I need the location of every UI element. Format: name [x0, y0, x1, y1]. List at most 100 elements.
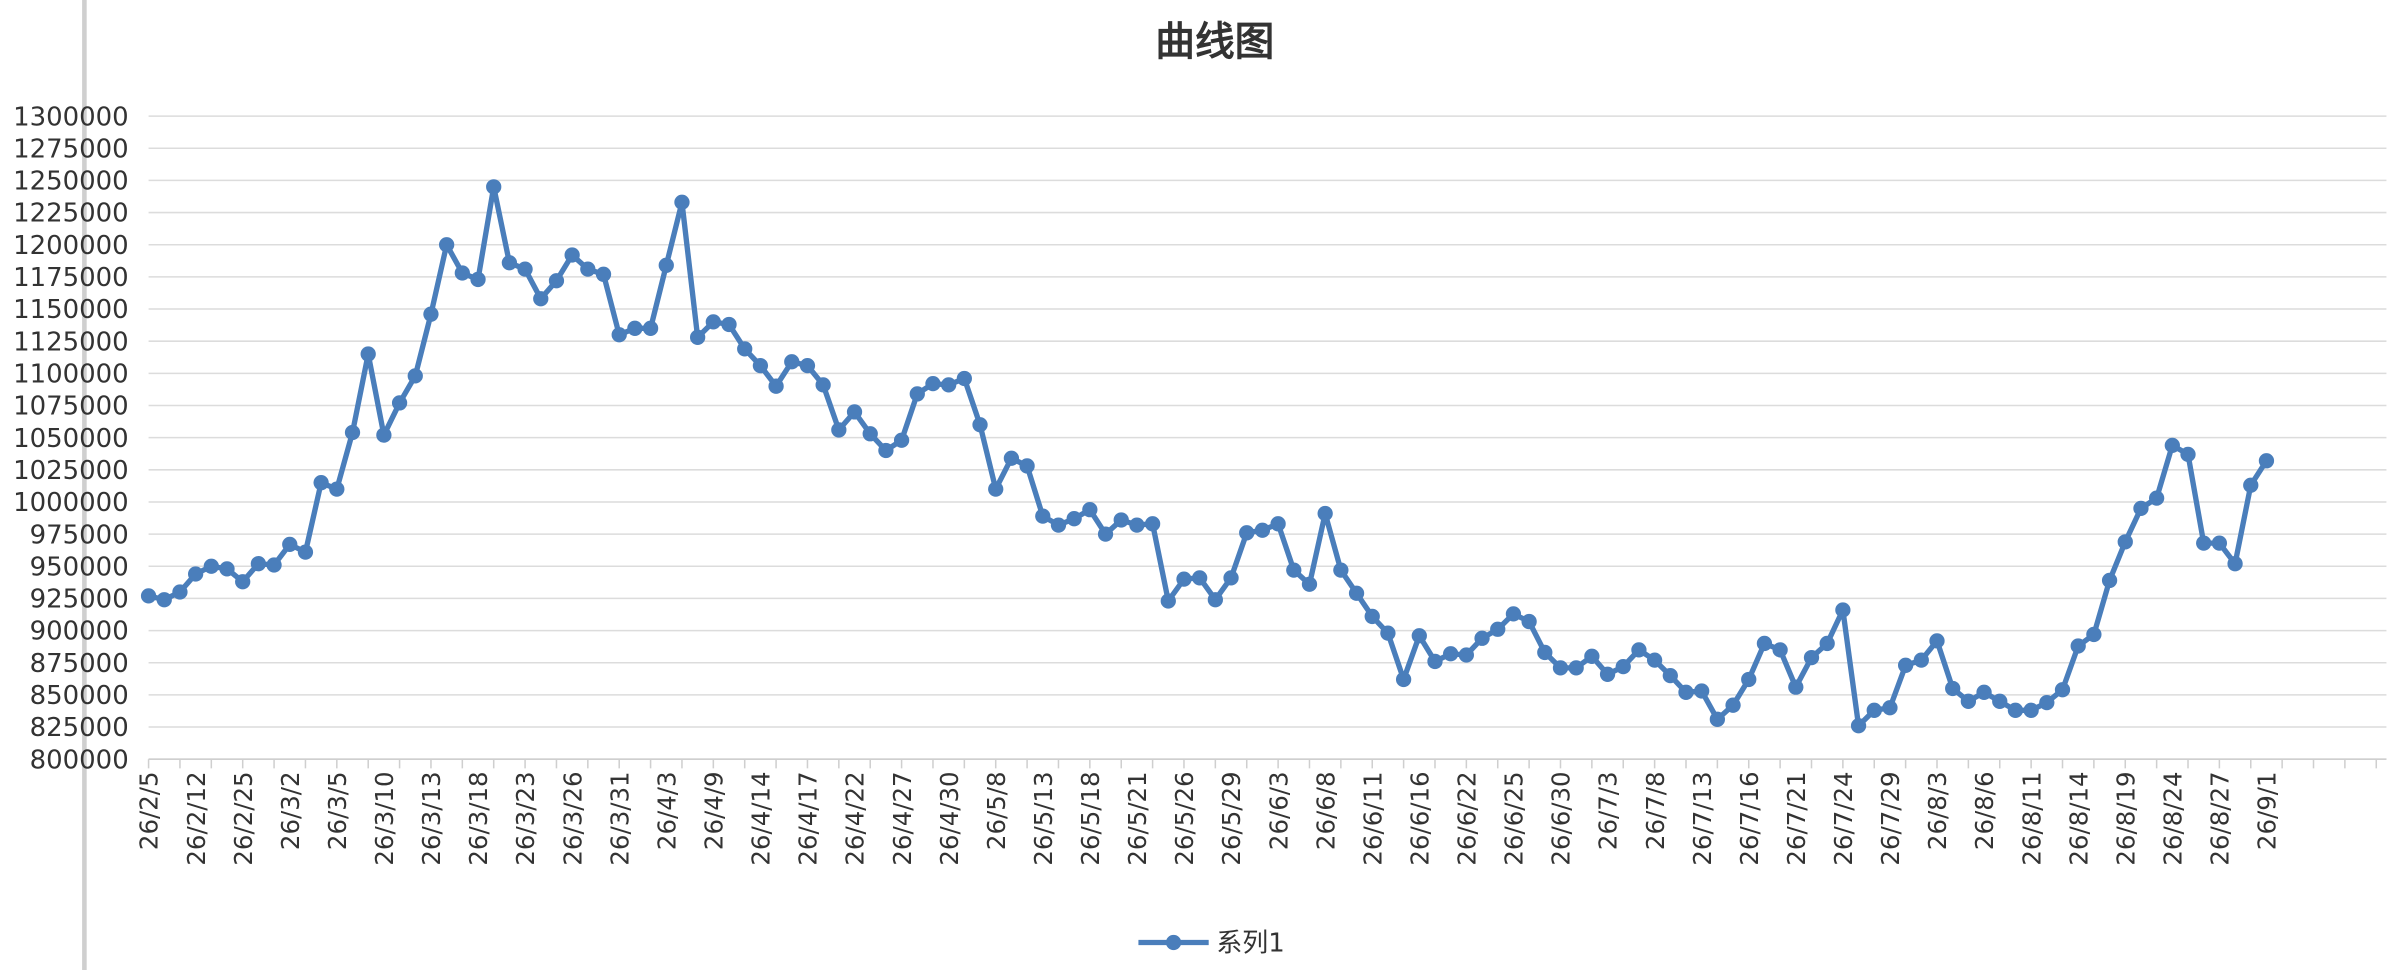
x-tick-label: 26/6/11	[1358, 771, 1387, 865]
y-tick-label: 1250000	[13, 167, 129, 197]
data-point	[815, 377, 831, 393]
data-point	[1066, 511, 1082, 527]
x-tick-label: 26/8/24	[2158, 771, 2187, 865]
data-point	[1113, 512, 1129, 528]
data-point	[784, 354, 800, 370]
x-tick-label: 26/6/3	[1264, 771, 1293, 850]
x-tick-label: 26/4/27	[888, 771, 917, 865]
x-tick-label: 26/6/30	[1547, 771, 1576, 865]
x-tick-label: 26/7/16	[1735, 771, 1764, 865]
data-point	[1960, 693, 1977, 709]
data-point	[1725, 697, 1741, 713]
data-point	[1270, 516, 1286, 532]
data-point	[658, 257, 674, 273]
x-tick-label: 26/3/13	[417, 771, 446, 865]
data-point	[407, 368, 423, 384]
x-tick-label: 26/4/14	[747, 771, 776, 865]
legend-label: 系列1	[1216, 929, 1284, 959]
x-tick-label: 26/8/19	[2111, 771, 2140, 865]
x-tick-label: 26/4/22	[841, 771, 870, 865]
x-tick-label: 26/7/29	[1876, 771, 1905, 865]
data-point	[187, 566, 204, 582]
data-point	[329, 481, 345, 497]
data-point	[1568, 660, 1584, 676]
legend-marker	[1165, 934, 1182, 951]
x-tick-label: 26/7/24	[1829, 771, 1858, 865]
data-point	[925, 375, 941, 392]
x-tick-label: 26/8/6	[1970, 771, 1999, 850]
data-point	[1317, 505, 1333, 522]
y-tick-label: 900000	[30, 617, 129, 647]
data-point	[172, 584, 188, 600]
data-point	[1239, 525, 1255, 541]
data-point	[2227, 556, 2243, 572]
data-point	[344, 424, 361, 441]
y-tick-label: 975000	[30, 520, 129, 550]
data-point	[2054, 682, 2071, 698]
x-tick-label: 26/6/16	[1405, 771, 1434, 865]
data-point	[1756, 635, 1773, 652]
data-point	[690, 329, 706, 345]
y-tick-label: 1000000	[13, 488, 129, 518]
data-point	[470, 271, 486, 288]
y-tick-label: 1050000	[13, 424, 129, 454]
data-point	[1443, 646, 1459, 662]
data-point	[1144, 516, 1161, 532]
x-tick-label: 26/3/10	[370, 771, 399, 865]
y-tick-label: 925000	[30, 585, 129, 615]
x-tick-label: 26/6/22	[1453, 771, 1482, 865]
data-point	[1945, 680, 1961, 697]
data-point	[1803, 649, 1820, 666]
data-point	[313, 475, 329, 491]
data-point	[1333, 562, 1349, 578]
x-tick-label: 26/3/26	[558, 771, 587, 865]
data-point	[580, 261, 596, 277]
data-point	[1223, 570, 1239, 586]
data-point	[1364, 608, 1380, 625]
data-point	[1395, 671, 1412, 688]
data-point	[548, 273, 565, 289]
data-point	[1913, 652, 1929, 668]
data-point	[893, 432, 910, 448]
chart-title: 曲线图	[1155, 19, 1274, 65]
data-point	[956, 370, 972, 387]
data-point	[1976, 684, 1992, 700]
data-point	[674, 194, 690, 210]
data-point	[1662, 667, 1678, 684]
data-point	[2148, 490, 2165, 506]
x-tick-label: 26/8/11	[2017, 771, 2046, 865]
data-point	[909, 386, 925, 402]
data-point	[1160, 593, 1176, 609]
x-tick-label: 26/4/30	[935, 771, 964, 865]
data-point	[1584, 648, 1600, 664]
data-point	[878, 442, 894, 459]
data-point	[1003, 450, 1020, 466]
data-point	[1819, 635, 1835, 652]
y-tick-label: 825000	[30, 713, 129, 743]
data-point	[1694, 683, 1710, 699]
data-point	[2023, 702, 2039, 718]
data-point	[282, 536, 298, 553]
data-point	[1521, 613, 1537, 630]
data-point	[862, 426, 878, 442]
data-point	[2101, 572, 2118, 589]
x-tick-label: 26/5/26	[1170, 771, 1199, 865]
x-tick-label: 26/6/8	[1311, 771, 1340, 850]
x-tick-label: 26/3/18	[464, 771, 493, 865]
data-point	[1380, 625, 1396, 641]
data-point	[1348, 585, 1365, 601]
data-point	[988, 481, 1004, 497]
data-point	[517, 261, 533, 277]
data-point	[203, 558, 219, 574]
data-point	[768, 378, 784, 394]
data-point	[2258, 453, 2275, 469]
data-point	[2164, 437, 2180, 454]
x-tick-label: 26/5/21	[1123, 771, 1152, 865]
data-point	[1176, 571, 1192, 587]
data-point	[2211, 535, 2228, 551]
data-point	[1678, 684, 1694, 700]
x-tick-label: 26/3/5	[323, 771, 352, 850]
data-point	[423, 306, 439, 322]
